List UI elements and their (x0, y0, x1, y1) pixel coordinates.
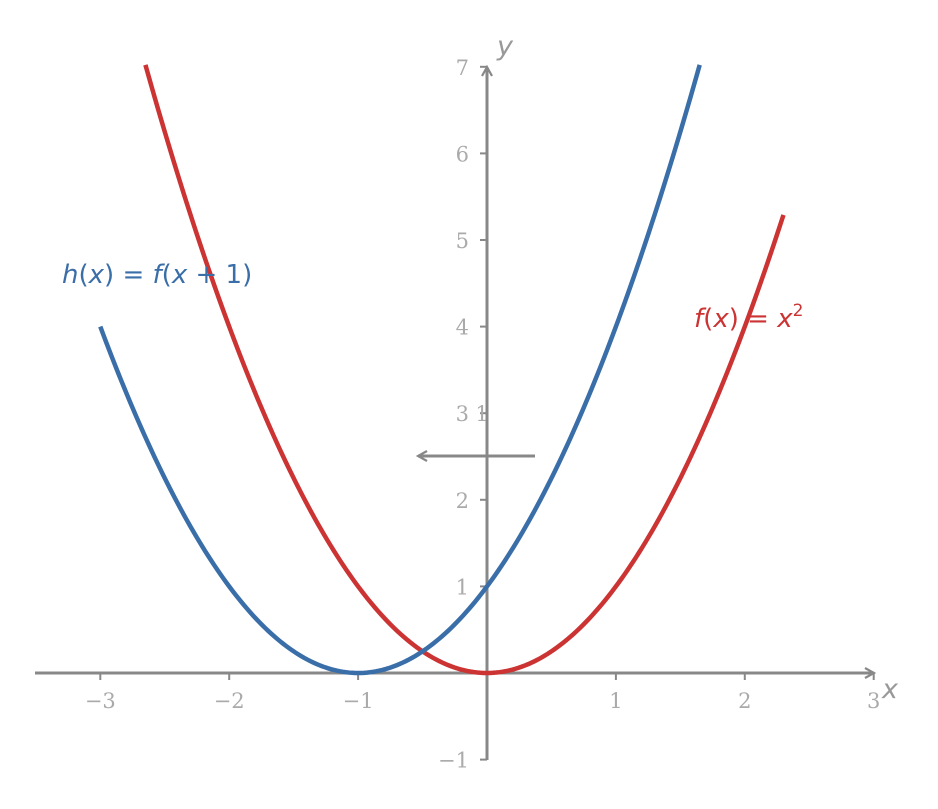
f-label-exp: 2 (793, 301, 804, 321)
h-label-close: ) (104, 260, 114, 290)
x-tick-label: 1 (609, 689, 622, 713)
h-label-rhs-open: ( (162, 260, 172, 290)
y-axis-label: y (496, 31, 514, 62)
h-label-eq: = (114, 260, 152, 290)
h-curve-label: h(x) = f(x + 1) (62, 260, 252, 290)
x-ticks: −3 −2 −1 1 2 3 (85, 673, 880, 713)
f-label-base: x (776, 304, 793, 334)
y-tick-label: 5 (456, 229, 469, 253)
f-label-var: x (712, 304, 729, 334)
y-ticks: −1 1 2 3 4 5 6 7 (438, 56, 487, 773)
h-curve (98, 64, 702, 676)
y-tick-label: 1 (456, 575, 469, 599)
h-label-rhs-var: x (171, 260, 188, 290)
h-label-rhs-add: + 1 (187, 260, 242, 290)
x-axis-label: x (881, 674, 899, 705)
shift-amount-label: 1 (475, 402, 488, 426)
h-label-open: ( (78, 260, 88, 290)
f-label-open: ( (703, 304, 713, 334)
y-tick-label: 4 (456, 316, 469, 340)
y-tick-label: 6 (456, 142, 469, 166)
h-label-rhs-close: ) (242, 260, 252, 290)
axes: x y (35, 31, 899, 760)
f-curve (143, 64, 786, 676)
h-label-var: x (88, 260, 105, 290)
y-tick-label: 2 (456, 489, 469, 513)
h-label-name: h (62, 260, 78, 290)
y-tick-label: 7 (456, 56, 469, 80)
x-tick-label: −2 (214, 689, 245, 713)
f-label-close: ) (729, 304, 739, 334)
f-curve-label: f(x) = x2 (694, 301, 803, 334)
f-label-eq: = (739, 304, 777, 334)
y-tick-label: 3 (456, 402, 469, 426)
y-tick-label: −1 (438, 749, 469, 773)
x-tick-label: −1 (343, 689, 374, 713)
curves (98, 64, 786, 676)
x-tick-label: 2 (738, 689, 751, 713)
x-tick-label: −3 (85, 689, 116, 713)
shift-annotation: 1 (418, 402, 535, 456)
x-tick-label: 3 (867, 689, 880, 713)
